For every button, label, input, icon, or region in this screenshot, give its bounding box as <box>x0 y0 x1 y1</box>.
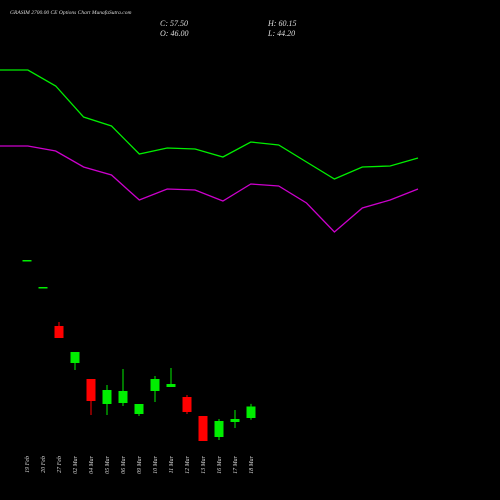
x-tick-label: 02 Mar <box>73 455 79 473</box>
candle-body <box>102 390 112 404</box>
candle-body <box>86 379 96 401</box>
close-label: C: 57.50 <box>160 19 188 28</box>
candle-body <box>246 406 256 418</box>
x-tick-label: 05 Mar <box>105 455 111 473</box>
candle-body <box>182 397 192 412</box>
candle-body <box>230 419 240 422</box>
x-tick-label: 09 Mar <box>137 455 143 473</box>
x-tick-label: 10 Mar <box>153 455 159 473</box>
candle-body <box>166 384 176 387</box>
x-tick-label: 13 Mar <box>201 455 207 473</box>
indicator-line <box>0 145 419 233</box>
x-tick-label: 16 Mar <box>217 455 223 473</box>
open-label: O: 46.00 <box>160 29 188 38</box>
x-tick-label: 20 Feb <box>41 456 47 473</box>
candle-body <box>54 326 64 338</box>
x-tick-label: 06 Mar <box>121 455 127 473</box>
candle-body <box>70 352 80 363</box>
candle-body <box>198 416 208 441</box>
low-label: L: 44.20 <box>267 29 295 38</box>
x-tick-label: 11 Mar <box>169 455 175 473</box>
candle-body <box>134 404 144 414</box>
candle-body <box>118 391 128 403</box>
x-tick-label: 18 Mar <box>249 455 255 473</box>
candle-body <box>150 379 160 391</box>
x-tick-label: 27 Feb <box>57 456 63 473</box>
candle-body <box>22 260 32 262</box>
x-tick-label: 19 Feb <box>25 456 31 473</box>
high-label: H: 60.15 <box>267 19 296 28</box>
chart-title: GRASIM 2700.00 CE Options Chart MunafaSu… <box>10 9 131 16</box>
x-tick-label: 04 Mar <box>88 455 95 473</box>
x-tick-label: 12 Mar <box>185 455 191 473</box>
x-tick-label: 17 Mar <box>233 455 239 473</box>
candle-body <box>214 421 224 437</box>
candle-body <box>38 287 48 289</box>
indicator-line <box>0 69 419 180</box>
